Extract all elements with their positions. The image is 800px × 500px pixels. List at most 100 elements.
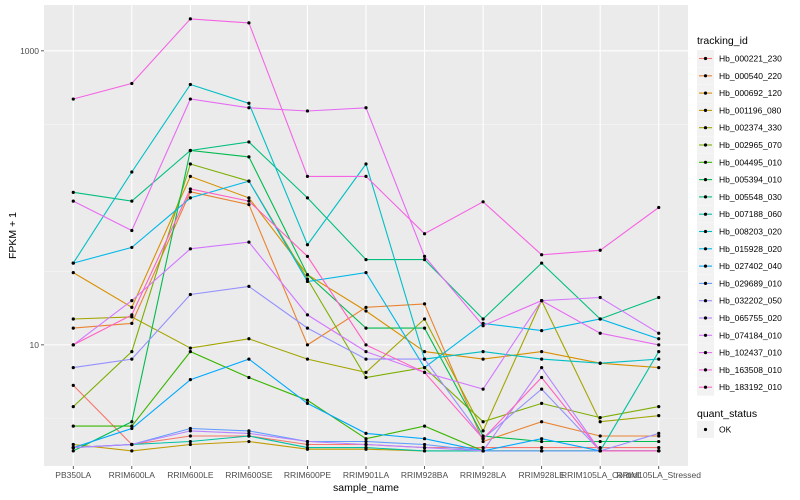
x-axis-title: sample_name xyxy=(333,482,399,494)
data-point xyxy=(657,431,661,435)
data-point xyxy=(71,366,75,370)
legend-key-point xyxy=(703,91,708,95)
data-point xyxy=(130,170,134,174)
data-point xyxy=(130,228,134,233)
data-point xyxy=(247,375,251,380)
data-point xyxy=(481,317,485,321)
data-point xyxy=(364,349,368,354)
data-point xyxy=(71,97,75,101)
data-point xyxy=(422,317,427,321)
data-point xyxy=(305,357,310,361)
data-point xyxy=(364,309,368,313)
legend-key-point xyxy=(703,247,708,251)
legend-key-point xyxy=(703,299,708,303)
data-point xyxy=(71,442,75,447)
data-point xyxy=(422,326,427,330)
legend-key-point xyxy=(703,160,708,164)
data-point xyxy=(71,317,75,321)
data-point xyxy=(364,357,368,361)
data-point xyxy=(481,387,485,391)
data-point xyxy=(657,366,661,370)
data-point xyxy=(130,424,134,428)
legend-entry-label: Hb_074184_010 xyxy=(719,330,782,340)
data-point xyxy=(422,424,427,428)
data-point xyxy=(247,357,251,361)
data-point xyxy=(305,313,310,317)
legend-entry-label: Hb_183192_010 xyxy=(719,382,782,392)
data-point xyxy=(247,240,251,244)
data-point xyxy=(305,279,310,284)
data-point xyxy=(481,420,485,424)
legend-key-point xyxy=(703,178,708,182)
data-point xyxy=(422,258,427,262)
data-point xyxy=(71,271,75,275)
data-point xyxy=(657,357,661,361)
data-point xyxy=(130,305,134,309)
data-point xyxy=(540,253,544,257)
data-point xyxy=(71,261,75,265)
legend-entry-label: Hb_015928_020 xyxy=(719,244,782,254)
data-point xyxy=(188,434,192,438)
data-point xyxy=(247,101,251,105)
data-point xyxy=(188,439,192,444)
data-point xyxy=(598,446,602,450)
data-point xyxy=(188,187,192,191)
data-point xyxy=(130,426,134,431)
data-point xyxy=(305,196,310,200)
data-point xyxy=(247,106,251,110)
data-point xyxy=(305,273,310,277)
data-point xyxy=(481,321,485,325)
data-point xyxy=(130,321,134,325)
legend-key-point xyxy=(703,126,708,130)
data-point xyxy=(305,254,310,258)
data-point xyxy=(657,343,661,347)
data-point xyxy=(71,343,75,347)
x-tick-label: RRIM600LE xyxy=(167,470,214,480)
data-point xyxy=(247,21,251,25)
legend-entry-label: Hb_002374_330 xyxy=(719,123,782,133)
legend-entry-label: Hb_102437_010 xyxy=(719,348,782,358)
data-point xyxy=(540,375,544,380)
data-point xyxy=(481,434,485,438)
data-point xyxy=(364,106,368,110)
data-point xyxy=(540,329,544,333)
data-point xyxy=(364,431,368,435)
legend-entry-label: Hb_000692_120 xyxy=(719,88,782,98)
y-tick-label: 1000 xyxy=(20,46,39,56)
legend-entry-label: Hb_000221_230 xyxy=(719,54,782,64)
legend-entry-label: Hb_002965_070 xyxy=(719,140,782,150)
data-point xyxy=(247,431,251,435)
data-point xyxy=(657,331,661,335)
point-legend-title: quant_status xyxy=(697,408,757,420)
data-point xyxy=(247,199,251,203)
data-point xyxy=(481,324,485,328)
data-point xyxy=(422,302,427,306)
data-point xyxy=(130,81,134,86)
data-point xyxy=(422,370,427,374)
data-point xyxy=(247,284,251,288)
legend-entry-label: Hb_027402_040 xyxy=(719,261,782,271)
x-tick-label: RRIM600PE xyxy=(284,470,332,480)
data-points xyxy=(71,17,661,453)
data-point xyxy=(481,446,485,450)
data-point xyxy=(188,346,192,350)
data-point xyxy=(247,196,251,200)
data-point xyxy=(188,349,192,354)
data-point xyxy=(657,434,661,438)
legend-entry-label: Hb_065755_020 xyxy=(719,313,782,323)
data-point xyxy=(247,155,251,159)
x-tick-label: PB350LA xyxy=(55,470,91,480)
data-point xyxy=(188,162,192,166)
data-point xyxy=(540,437,544,441)
data-point xyxy=(598,449,602,453)
data-point xyxy=(364,343,368,347)
data-point xyxy=(188,17,192,21)
data-point xyxy=(71,405,75,409)
data-point xyxy=(247,429,251,433)
data-point xyxy=(364,439,368,444)
data-point xyxy=(657,449,661,453)
data-point xyxy=(481,357,485,361)
data-point xyxy=(364,437,368,441)
data-point xyxy=(305,277,310,281)
